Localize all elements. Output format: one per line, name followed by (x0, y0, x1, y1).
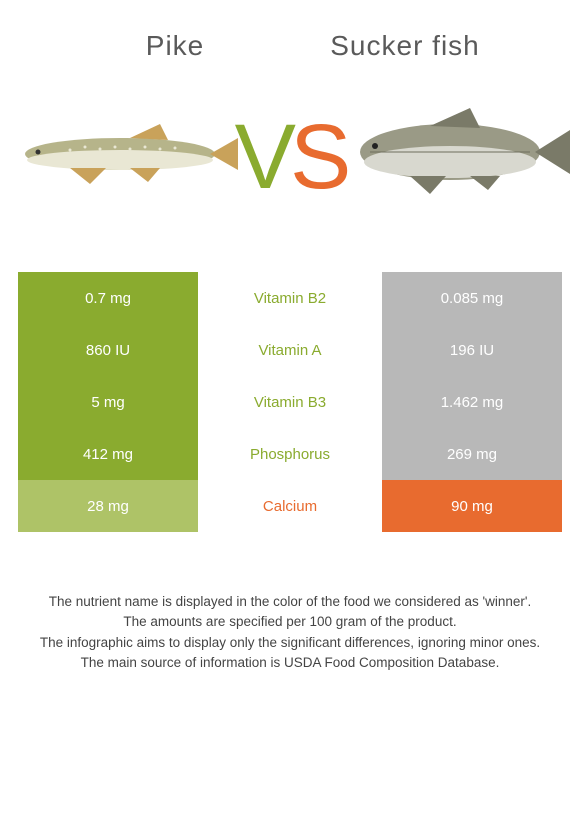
footnotes: The nutrient name is displayed in the co… (0, 592, 580, 673)
table-row: 412 mgPhosphorus269 mg (18, 428, 562, 480)
header-left: Pike (60, 30, 290, 62)
pike-value-cell: 860 IU (18, 324, 198, 376)
pike-value-cell: 5 mg (18, 376, 198, 428)
pike-value-cell: 28 mg (18, 480, 198, 532)
nutrient-name: Phosphorus (198, 428, 382, 480)
sucker-value-cell: 269 mg (382, 428, 562, 480)
vs-label: VS (235, 111, 346, 203)
table-row: 860 IUVitamin A196 IU (18, 324, 562, 376)
header: Pike Sucker fish (0, 0, 580, 72)
nutrient-name: Calcium (198, 480, 382, 532)
table-row: 0.7 mgVitamin B20.085 mg (18, 272, 562, 324)
table-row: 28 mgCalcium90 mg (18, 480, 562, 532)
pike-fish-icon (10, 102, 240, 202)
sucker-image (340, 92, 570, 212)
pike-value-cell: 0.7 mg (18, 272, 198, 324)
vs-s: S (290, 106, 345, 208)
nutrient-table: 0.7 mgVitamin B20.085 mg860 IUVitamin A1… (18, 272, 562, 532)
sucker-value-cell: 90 mg (382, 480, 562, 532)
sucker-value-cell: 0.085 mg (382, 272, 562, 324)
nutrient-name: Vitamin A (198, 324, 382, 376)
nutrient-name: Vitamin B3 (198, 376, 382, 428)
footnote-line: The nutrient name is displayed in the co… (20, 592, 560, 612)
sucker-value-cell: 1.462 mg (382, 376, 562, 428)
table-row: 5 mgVitamin B31.462 mg (18, 376, 562, 428)
pike-value-cell: 412 mg (18, 428, 198, 480)
sucker-title: Sucker fish (290, 30, 520, 62)
pike-title: Pike (60, 30, 290, 62)
vs-v: V (235, 106, 290, 208)
sucker-value-cell: 196 IU (382, 324, 562, 376)
pike-image (10, 92, 240, 212)
header-right: Sucker fish (290, 30, 520, 62)
footnote-line: The amounts are specified per 100 gram o… (20, 612, 560, 632)
footnote-line: The main source of information is USDA F… (20, 653, 560, 673)
footnote-line: The infographic aims to display only the… (20, 633, 560, 653)
sucker-fish-icon (340, 102, 570, 202)
nutrient-name: Vitamin B2 (198, 272, 382, 324)
images-row: VS (0, 72, 580, 242)
